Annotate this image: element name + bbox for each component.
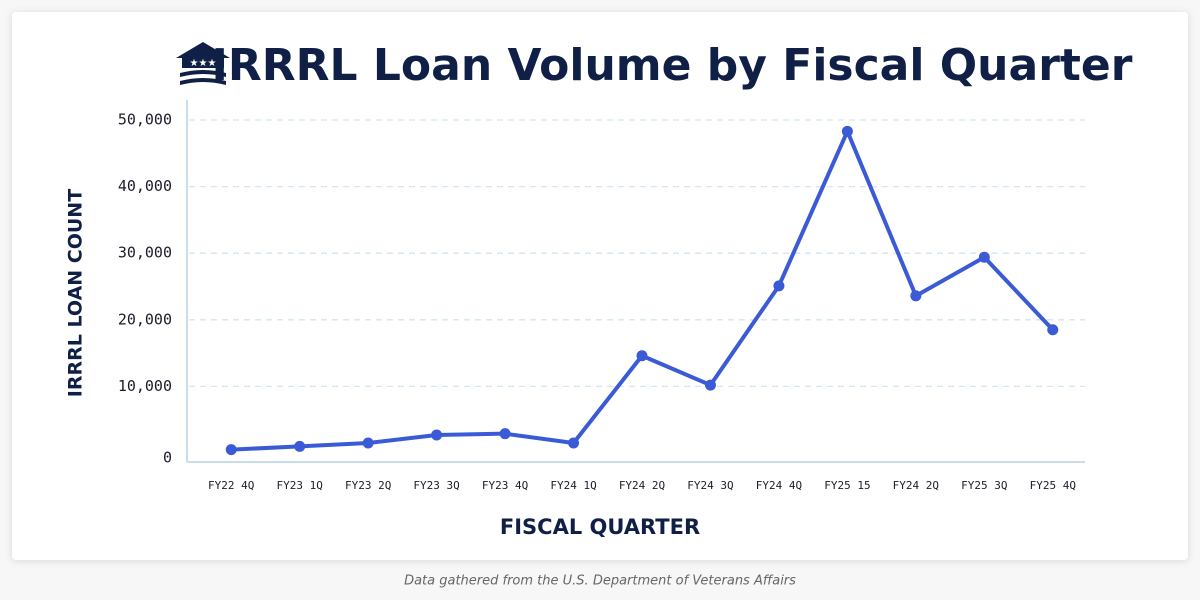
x-tick-label: FY24 4Q xyxy=(756,479,802,492)
y-tick-label: 30,000 xyxy=(118,244,172,262)
point xyxy=(225,444,237,456)
x-tick-label: FY23 1Q xyxy=(277,479,323,492)
x-tick-label: FY23 4Q xyxy=(482,479,528,492)
point xyxy=(636,350,648,362)
y-tick-label: 40,000 xyxy=(118,177,172,195)
card xyxy=(12,12,1188,560)
x-tick-label: FY24 1Q xyxy=(550,479,596,492)
x-axis-label: FISCAL QUARTER xyxy=(500,515,700,539)
y-tick-label: 50,000 xyxy=(118,111,172,129)
x-tick-label: FY24 2Q xyxy=(619,479,665,492)
y-tick-label: 20,000 xyxy=(118,310,172,328)
y-axis-label: IRRRL LOAN COUNT xyxy=(65,189,87,397)
point xyxy=(978,251,990,263)
point xyxy=(568,437,580,449)
x-tick-label: FY24 2Q xyxy=(893,479,939,492)
x-tick-label: FY23 3Q xyxy=(413,479,459,492)
point xyxy=(431,429,443,441)
point xyxy=(910,290,922,302)
point xyxy=(499,428,511,440)
svg-text:★★★: ★★★ xyxy=(190,58,217,69)
point xyxy=(704,379,716,391)
x-tick-label: FY25 4Q xyxy=(1030,479,1076,492)
y-tick-label: 0 xyxy=(163,449,172,467)
source-note: Data gathered from the U.S. Department o… xyxy=(404,574,796,589)
y-tick-label: 10,000 xyxy=(118,377,172,395)
x-tick-label: FY24 3Q xyxy=(687,479,733,492)
x-tick-label: FY25 3Q xyxy=(961,479,1007,492)
chart-title: IRRRL Loan Volume by Fiscal Quarter xyxy=(212,40,1133,91)
point xyxy=(294,440,306,452)
point xyxy=(362,437,374,449)
point xyxy=(841,125,853,137)
point xyxy=(1047,324,1059,336)
x-tick-label: FY23 2Q xyxy=(345,479,391,492)
x-tick-label: FY25 15 xyxy=(824,479,870,492)
logo: ★★★ xyxy=(176,42,230,85)
x-tick-label: FY22 4Q xyxy=(208,479,254,492)
point xyxy=(773,280,785,292)
